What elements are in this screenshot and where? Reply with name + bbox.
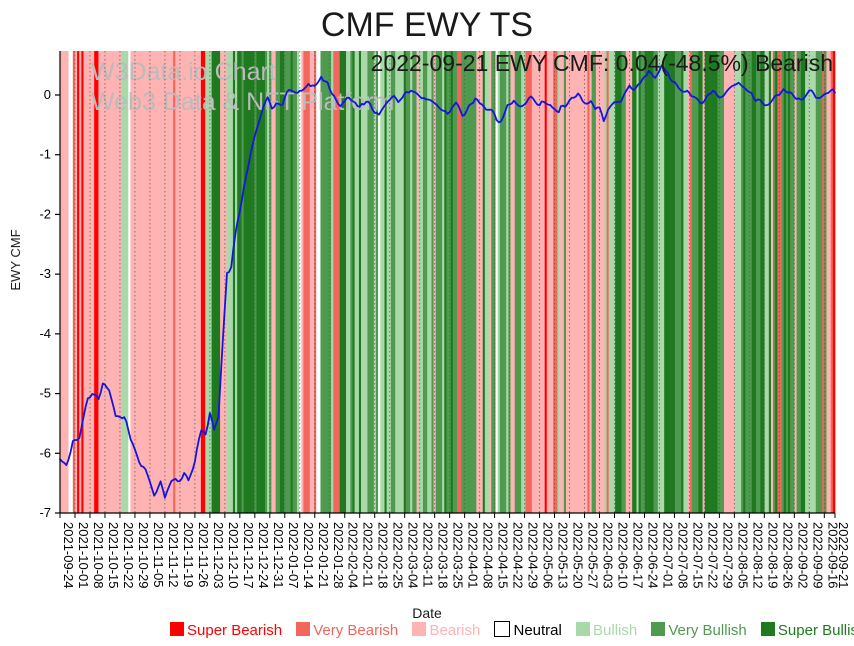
svg-text:2022-04-01: 2022-04-01 [466, 522, 481, 589]
svg-text:2022-06-03: 2022-06-03 [601, 522, 616, 589]
svg-text:2021-12-10: 2021-12-10 [226, 522, 241, 589]
svg-text:2021-10-08: 2021-10-08 [91, 522, 106, 589]
svg-text:2022-01-21: 2022-01-21 [316, 522, 331, 589]
svg-text:2022-01-28: 2022-01-28 [331, 522, 346, 589]
svg-text:-2: -2 [39, 206, 51, 221]
svg-text:2022-08-19: 2022-08-19 [765, 522, 780, 589]
svg-text:2022-04-22: 2022-04-22 [511, 522, 526, 589]
svg-text:2022-03-18: 2022-03-18 [436, 522, 451, 589]
svg-text:2022-09-09: 2022-09-09 [810, 522, 825, 589]
svg-text:2022-03-04: 2022-03-04 [406, 522, 421, 589]
svg-text:2022-04-08: 2022-04-08 [481, 522, 496, 589]
svg-text:2021-11-26: 2021-11-26 [196, 522, 211, 588]
svg-text:2022-06-17: 2022-06-17 [630, 522, 645, 589]
svg-text:2022-09-21: 2022-09-21 [836, 522, 851, 589]
svg-text:2022-07-08: 2022-07-08 [675, 522, 690, 589]
svg-text:2022-07-15: 2022-07-15 [690, 522, 705, 589]
svg-text:2022-09-02: 2022-09-02 [795, 522, 810, 589]
svg-text:2022-01-14: 2022-01-14 [301, 522, 316, 589]
svg-text:2021-10-15: 2021-10-15 [106, 522, 121, 589]
svg-text:-7: -7 [39, 505, 51, 520]
svg-text:-1: -1 [39, 147, 51, 162]
svg-text:2022-02-11: 2022-02-11 [361, 522, 376, 588]
svg-text:2022-05-13: 2022-05-13 [556, 522, 571, 589]
svg-text:2021-12-24: 2021-12-24 [256, 522, 271, 589]
svg-text:2021-12-03: 2021-12-03 [211, 522, 226, 589]
svg-text:2022-05-27: 2022-05-27 [586, 522, 601, 589]
svg-text:2022-08-12: 2022-08-12 [750, 522, 765, 589]
svg-text:-4: -4 [39, 326, 51, 341]
svg-text:2022-04-29: 2022-04-29 [526, 522, 541, 589]
svg-text:2021-11-19: 2021-11-19 [181, 522, 196, 588]
svg-text:2022-06-24: 2022-06-24 [645, 522, 660, 589]
svg-text:2022-08-05: 2022-08-05 [735, 522, 750, 589]
svg-text:2022-02-25: 2022-02-25 [391, 522, 406, 589]
svg-text:2022-05-06: 2022-05-06 [541, 522, 556, 589]
svg-text:2022-07-22: 2022-07-22 [705, 522, 720, 589]
svg-text:-6: -6 [39, 445, 51, 460]
svg-text:2022-04-15: 2022-04-15 [496, 522, 511, 589]
svg-text:2021-12-17: 2021-12-17 [241, 522, 256, 589]
svg-text:2021-10-22: 2021-10-22 [121, 522, 136, 589]
svg-text:2021-11-05: 2021-11-05 [151, 522, 166, 588]
svg-text:2022-07-01: 2022-07-01 [660, 522, 675, 589]
svg-text:2022-02-18: 2022-02-18 [376, 522, 391, 589]
svg-text:2022-03-25: 2022-03-25 [451, 522, 466, 589]
svg-text:2021-10-29: 2021-10-29 [136, 522, 151, 589]
svg-text:2022-01-07: 2022-01-07 [286, 522, 301, 589]
svg-text:2021-10-01: 2021-10-01 [76, 522, 91, 589]
svg-text:2021-11-12: 2021-11-12 [166, 522, 181, 588]
svg-text:2022-07-29: 2022-07-29 [720, 522, 735, 589]
svg-text:2022-05-20: 2022-05-20 [571, 522, 586, 589]
svg-text:2022-06-10: 2022-06-10 [615, 522, 630, 589]
svg-text:2022-03-11: 2022-03-11 [421, 522, 436, 588]
svg-text:0: 0 [44, 87, 51, 102]
svg-text:-3: -3 [39, 266, 51, 281]
svg-text:-5: -5 [39, 386, 51, 401]
svg-text:2022-08-26: 2022-08-26 [780, 522, 795, 589]
svg-text:2022-02-04: 2022-02-04 [346, 522, 361, 589]
svg-text:2021-09-24: 2021-09-24 [61, 522, 76, 589]
svg-text:2021-12-31: 2021-12-31 [271, 522, 286, 589]
